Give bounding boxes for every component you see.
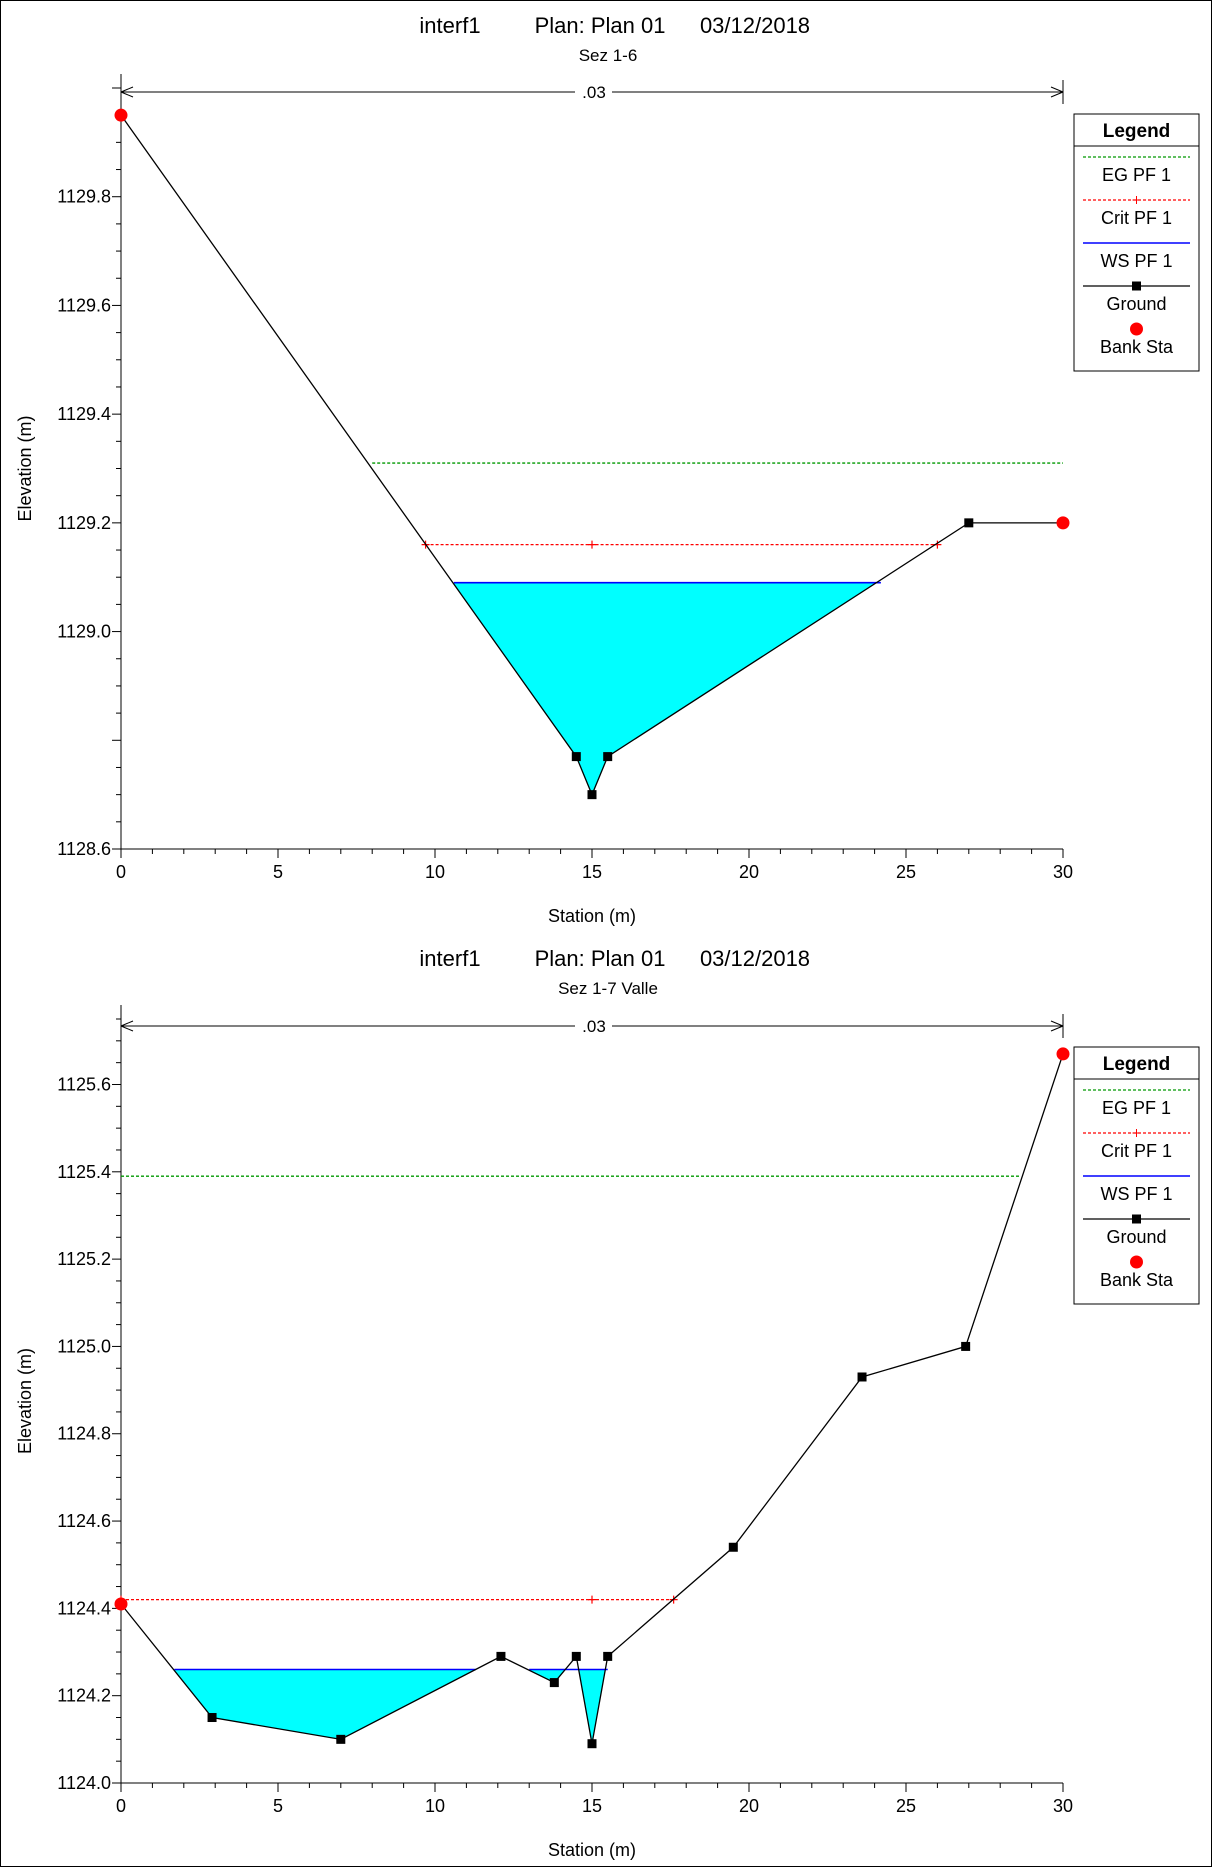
chart-subtitle: Sez 1-7 Valle xyxy=(558,979,658,998)
y-tick-label: 1125.0 xyxy=(57,1336,111,1356)
legend-swatch-ground-marker xyxy=(1132,281,1141,291)
y-tick-label: 1125.4 xyxy=(57,1162,111,1182)
manning-arrow-left xyxy=(120,86,134,98)
water-area xyxy=(174,1669,606,1744)
legend-title: Legend xyxy=(1103,121,1171,142)
ground-marker xyxy=(587,1739,597,1749)
manning-label: .03 xyxy=(582,83,606,102)
ground-marker xyxy=(571,1651,581,1661)
legend-swatch-bank xyxy=(1130,1255,1143,1269)
y-tick-label: 1124.4 xyxy=(57,1598,111,1618)
chart-subtitle: Sez 1-6 xyxy=(579,46,638,65)
ground-marker xyxy=(336,1734,346,1744)
ground-marker xyxy=(571,752,581,762)
manning-arrow-right xyxy=(1050,86,1064,98)
y-tick-label: 1125.2 xyxy=(57,1249,111,1269)
ground-marker xyxy=(964,518,974,528)
chart-panel-1: interf1 Plan: Plan 01 03/12/2018 Sez 1-6 .03… xyxy=(15,13,1200,926)
y-tick-label: 1124.8 xyxy=(57,1424,111,1444)
y-axis-label: Elevation (m) xyxy=(15,1348,35,1454)
legend-entry-label: EG PF 1 xyxy=(1102,165,1171,185)
x-tick-label: 15 xyxy=(582,862,602,882)
x-tick-label: 25 xyxy=(896,1796,916,1816)
legend-swatch-crit-marker xyxy=(1132,196,1141,204)
crit-marker xyxy=(588,540,596,549)
ground-marker xyxy=(587,790,597,800)
legend-swatch-crit-marker xyxy=(1132,1129,1141,1137)
x-axis-label: Station (m) xyxy=(548,906,636,926)
x-tick-label: 10 xyxy=(425,862,445,882)
y-tick-label: 1129.2 xyxy=(57,513,111,533)
ground-marker xyxy=(549,1678,559,1688)
chart-plan: Plan: Plan 01 xyxy=(535,13,666,38)
ground-marker xyxy=(728,1542,738,1552)
chart-date: 03/12/2018 xyxy=(700,946,810,971)
ground-marker xyxy=(496,1651,506,1661)
bank-station-marker xyxy=(1056,516,1070,530)
legend-entry-label: Crit PF 1 xyxy=(1101,1141,1172,1161)
legend-entry-label: Bank Sta xyxy=(1100,337,1174,357)
legend-entry-label: Crit PF 1 xyxy=(1101,208,1172,228)
legend-swatch-ground-marker xyxy=(1132,1214,1141,1224)
y-tick-label: 1129.8 xyxy=(57,187,111,207)
x-tick-label: 30 xyxy=(1053,862,1073,882)
ground-marker xyxy=(603,752,613,762)
y-tick-label: 1129.4 xyxy=(57,404,111,424)
x-axis-label: Station (m) xyxy=(548,1840,636,1860)
y-tick-label: 1124.0 xyxy=(57,1773,111,1793)
water-area xyxy=(453,582,877,795)
legend-swatch-bank xyxy=(1130,322,1143,336)
y-tick-label: 1129.6 xyxy=(57,295,111,315)
manning-arrow-right xyxy=(1050,1020,1064,1032)
x-tick-label: 15 xyxy=(582,1796,602,1816)
x-tick-label: 10 xyxy=(425,1796,445,1816)
chart-date: 03/12/2018 xyxy=(700,13,810,38)
chart-panel-2: interf1 Plan: Plan 01 03/12/2018 Sez 1-7 Va… xyxy=(15,946,1200,1860)
ground-marker xyxy=(207,1713,217,1723)
bank-station-marker xyxy=(114,1597,128,1611)
legend-entry-label: WS PF 1 xyxy=(1100,251,1172,271)
x-tick-label: 30 xyxy=(1053,1796,1073,1816)
legend-entry-label: WS PF 1 xyxy=(1100,1184,1172,1204)
bank-station-marker xyxy=(1056,1047,1070,1061)
x-tick-label: 0 xyxy=(116,862,126,882)
ground-marker xyxy=(603,1651,613,1661)
y-axis-label: Elevation (m) xyxy=(15,415,35,521)
chart-plan: Plan: Plan 01 xyxy=(535,946,666,971)
legend-entry-label: Ground xyxy=(1106,1227,1166,1247)
x-tick-label: 20 xyxy=(739,1796,759,1816)
y-tick-label: 1128.6 xyxy=(57,839,111,859)
y-tick-label: 1124.6 xyxy=(57,1511,111,1531)
legend-entry-label: Bank Sta xyxy=(1100,1270,1174,1290)
y-tick-label: 1124.2 xyxy=(57,1686,111,1706)
crit-marker xyxy=(588,1595,596,1604)
x-tick-label: 5 xyxy=(273,862,283,882)
x-tick-label: 0 xyxy=(116,1796,126,1816)
x-tick-label: 25 xyxy=(896,862,916,882)
y-tick-label: 1129.0 xyxy=(57,622,111,642)
ground-line xyxy=(120,114,1063,797)
chart-title: interf1 xyxy=(419,946,480,971)
chart-title: interf1 xyxy=(419,13,480,38)
ground-marker xyxy=(857,1372,867,1382)
ground-marker xyxy=(961,1341,971,1351)
legend: Legend EG PF 1 Crit PF 1 WS PF 1 Ground Bank … xyxy=(1073,113,1200,372)
legend-title: Legend xyxy=(1103,1054,1171,1075)
x-tick-label: 20 xyxy=(739,862,759,882)
x-tick-label: 5 xyxy=(273,1796,283,1816)
manning-label: .03 xyxy=(582,1017,606,1036)
bank-station-marker xyxy=(114,108,128,122)
ground-line xyxy=(120,1053,1064,1744)
y-tick-label: 1125.6 xyxy=(57,1074,111,1094)
legend: Legend EG PF 1 Crit PF 1 WS PF 1 Ground Bank … xyxy=(1073,1046,1200,1305)
manning-arrow-left xyxy=(120,1020,134,1032)
legend-entry-label: EG PF 1 xyxy=(1102,1098,1171,1118)
legend-entry-label: Ground xyxy=(1106,294,1166,314)
